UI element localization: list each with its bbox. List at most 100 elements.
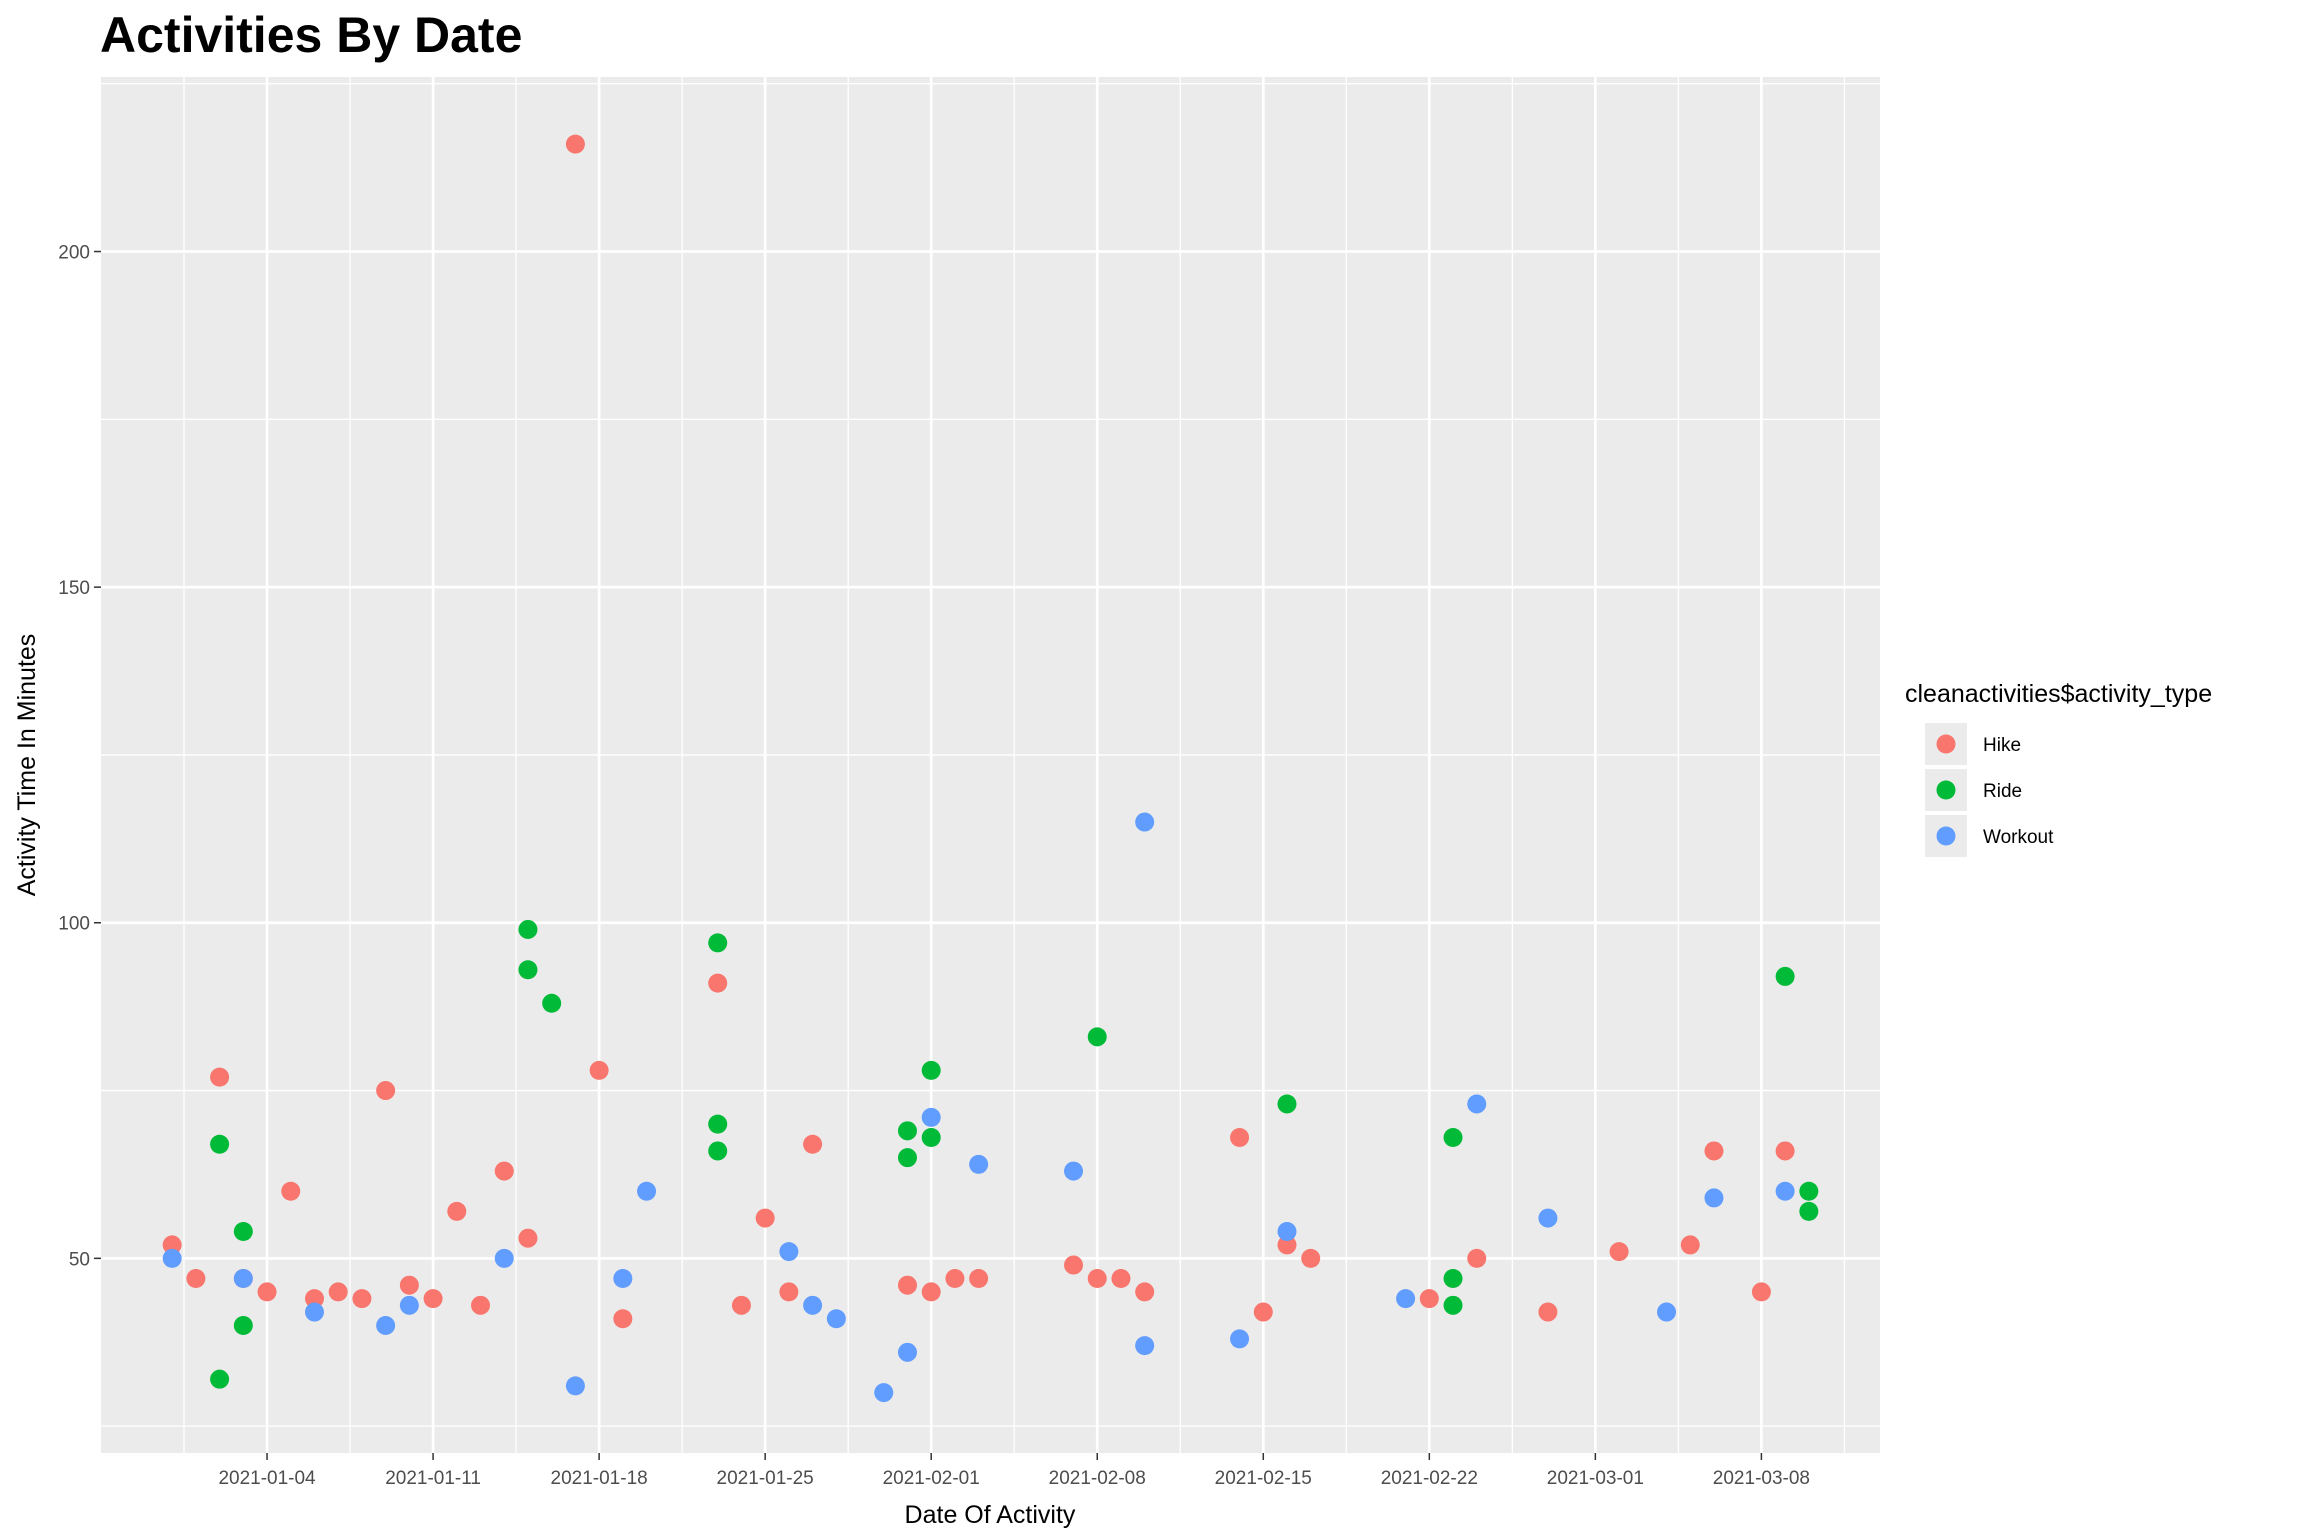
- data-point-hike: [1301, 1248, 1321, 1268]
- data-point-ride: [518, 919, 538, 939]
- data-point-hike: [257, 1282, 277, 1302]
- legend-hike-label: Hike: [1983, 735, 2021, 756]
- data-point-hike: [1277, 1235, 1297, 1255]
- data-point-ride: [1799, 1181, 1819, 1201]
- legend-ride-key: [1936, 780, 1956, 800]
- legend-workout-label: Workout: [1983, 827, 2054, 848]
- data-point-ride: [897, 1148, 917, 1168]
- data-point-workout: [1277, 1221, 1297, 1241]
- x-tick-label: 2021-02-08: [1049, 1468, 1146, 1489]
- data-point-workout: [1396, 1289, 1416, 1309]
- data-point-hike: [447, 1201, 467, 1221]
- data-point-hike: [1751, 1282, 1771, 1302]
- data-point-hike: [708, 973, 728, 993]
- x-tick-label: 2021-03-01: [1547, 1468, 1644, 1489]
- x-tick-label: 2021-01-18: [551, 1468, 648, 1489]
- data-point-hike: [399, 1275, 419, 1295]
- data-point-ride: [1443, 1295, 1463, 1315]
- data-point-hike: [281, 1181, 301, 1201]
- data-point-ride: [1775, 966, 1795, 986]
- data-point-workout: [162, 1248, 182, 1268]
- x-tick-label: 2021-02-22: [1381, 1468, 1478, 1489]
- data-point-hike: [494, 1161, 514, 1181]
- minor-gridlines: [101, 77, 1880, 1453]
- data-point-workout: [304, 1302, 324, 1322]
- x-tick-label: 2021-01-11: [385, 1468, 481, 1489]
- data-point-workout: [233, 1268, 253, 1288]
- data-point-ride: [921, 1060, 941, 1080]
- y-axis-title: Activity Time In Minutes: [13, 634, 41, 897]
- y-tick-label: 150: [58, 578, 90, 599]
- data-point-ride: [708, 1141, 728, 1161]
- data-point-hike: [186, 1268, 206, 1288]
- y-tick-label: 200: [58, 243, 90, 264]
- data-point-workout: [921, 1107, 941, 1127]
- data-point-hike: [589, 1060, 609, 1080]
- data-point-workout: [1704, 1188, 1724, 1208]
- data-point-hike: [1609, 1242, 1629, 1262]
- legend-hike-key: [1936, 734, 1956, 754]
- data-point-hike: [613, 1309, 633, 1329]
- data-point-workout: [399, 1295, 419, 1315]
- data-point-hike: [1775, 1141, 1795, 1161]
- data-point-hike: [1680, 1235, 1700, 1255]
- data-points: [162, 134, 1819, 1403]
- data-point-hike: [945, 1268, 965, 1288]
- data-point-hike: [1111, 1268, 1131, 1288]
- chart-title: Activities By Date: [100, 7, 522, 63]
- data-point-workout: [1467, 1094, 1487, 1114]
- data-point-hike: [1135, 1282, 1155, 1302]
- x-axis: 2021-01-04 2021-01-11 2021-01-18 2021-01-25…: [218, 1453, 1810, 1489]
- data-point-hike: [471, 1295, 491, 1315]
- data-point-ride: [518, 960, 538, 980]
- data-point-workout: [1135, 1336, 1155, 1356]
- plot-panel: [101, 77, 1880, 1453]
- data-point-workout: [1538, 1208, 1558, 1228]
- y-tick-label: 100: [58, 914, 90, 935]
- legend-items: Hike Ride Workout: [1925, 723, 2054, 857]
- data-point-hike: [328, 1282, 348, 1302]
- data-point-hike: [803, 1134, 823, 1154]
- data-point-hike: [755, 1208, 775, 1228]
- legend-ride-label: Ride: [1983, 781, 2022, 802]
- data-point-hike: [731, 1295, 751, 1315]
- data-point-hike: [1419, 1289, 1439, 1309]
- data-point-hike: [423, 1289, 443, 1309]
- data-point-hike: [162, 1235, 182, 1255]
- data-point-workout: [376, 1315, 396, 1335]
- data-point-workout: [874, 1383, 894, 1403]
- data-point-hike: [1253, 1302, 1273, 1322]
- data-point-hike: [376, 1081, 396, 1101]
- data-point-workout: [897, 1342, 917, 1362]
- data-point-workout: [826, 1309, 846, 1329]
- data-point-ride: [1087, 1027, 1107, 1047]
- x-tick-label: 2021-03-08: [1713, 1468, 1810, 1489]
- data-point-hike: [1467, 1248, 1487, 1268]
- data-point-workout: [1064, 1161, 1084, 1181]
- data-point-ride: [708, 1114, 728, 1134]
- data-point-ride: [1277, 1094, 1297, 1114]
- x-tick-label: 2021-01-04: [218, 1468, 316, 1489]
- data-point-hike: [210, 1067, 230, 1087]
- legend: cleanactivities$activity_type Hike Ride Wo…: [1905, 680, 2212, 857]
- y-tick-label: 50: [69, 1249, 90, 1270]
- x-tick-label: 2021-02-01: [883, 1468, 980, 1489]
- data-point-ride: [1799, 1201, 1819, 1221]
- data-point-hike: [352, 1289, 372, 1309]
- data-point-ride: [233, 1315, 253, 1335]
- data-point-hike: [304, 1289, 324, 1309]
- data-point-hike: [969, 1268, 989, 1288]
- data-point-workout: [1657, 1302, 1677, 1322]
- data-point-hike: [518, 1228, 538, 1248]
- data-point-workout: [565, 1376, 585, 1396]
- data-point-workout: [494, 1248, 514, 1268]
- y-axis: 50 100 150 200: [58, 243, 101, 1270]
- data-point-workout: [779, 1242, 799, 1262]
- data-point-workout: [613, 1268, 633, 1288]
- data-point-hike: [921, 1282, 941, 1302]
- data-point-hike: [1064, 1255, 1084, 1275]
- data-point-ride: [921, 1128, 941, 1148]
- data-point-workout: [1775, 1181, 1795, 1201]
